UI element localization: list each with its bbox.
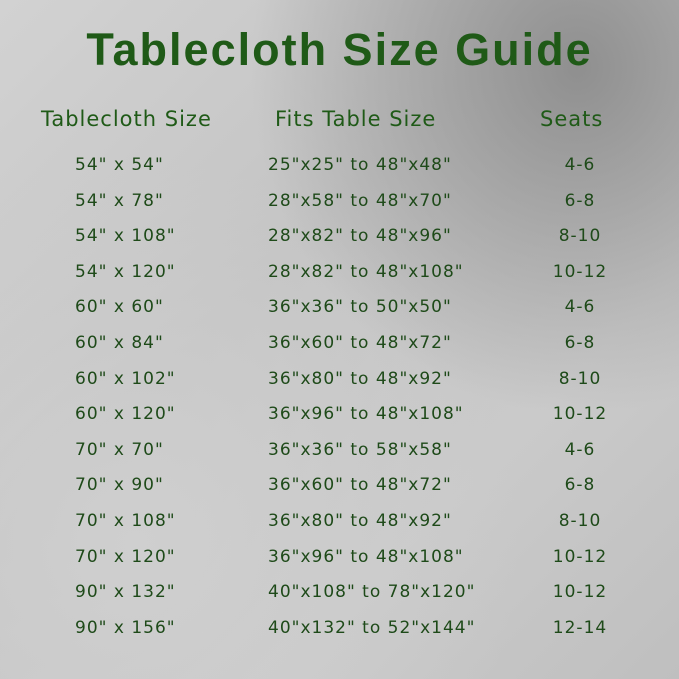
table-row: 70" x 70" 36"x36" to 58"x58" 4-6: [0, 440, 679, 470]
seats-cell: 8-10: [558, 368, 602, 389]
seats-cell: 10-12: [552, 261, 608, 282]
tablecloth-size-cell: 70" x 108": [75, 511, 176, 531]
table-row: 90" x 156" 40"x132" to 52"x144" 12-14: [0, 618, 679, 648]
seats-cell: 8-10: [558, 226, 602, 247]
tablecloth-size-cell: 60" x 84": [75, 333, 164, 353]
header-tablecloth-size: Tablecloth Size: [41, 107, 212, 131]
fits-table-size-cell: 28"x58" to 48"x70": [268, 190, 452, 211]
tablecloth-size-cell: 54" x 54": [75, 155, 164, 175]
table-row: 54" x 54" 25"x25" to 48"x48" 4-6: [0, 155, 679, 185]
fits-table-size-cell: 36"x36" to 58"x58": [268, 439, 452, 460]
table-row: 90" x 132" 40"x108" to 78"x120" 10-12: [0, 582, 679, 612]
fits-table-size-cell: 36"x60" to 48"x72": [268, 475, 452, 496]
tablecloth-size-cell: 54" x 108": [75, 226, 176, 247]
fits-table-size-cell: 40"x132" to 52"x144": [268, 617, 476, 638]
seats-cell: 10-12: [552, 404, 608, 425]
seats-cell: 10-12: [552, 582, 608, 603]
table-row: 54" x 120" 28"x82" to 48"x108" 10-12: [0, 262, 679, 292]
tablecloth-size-cell: 70" x 70": [75, 439, 164, 460]
tablecloth-size-cell: 54" x 120": [75, 261, 176, 282]
header-fits-table-size: Fits Table Size: [275, 107, 437, 131]
seats-cell: 4-6: [564, 297, 596, 318]
fits-table-size-cell: 25"x25" to 48"x48": [268, 155, 452, 175]
seats-cell: 8-10: [558, 511, 602, 531]
tablecloth-size-cell: 60" x 60": [75, 297, 164, 318]
fits-table-size-cell: 28"x82" to 48"x96": [268, 226, 452, 247]
table-row: 70" x 90" 36"x60" to 48"x72" 6-8: [0, 475, 679, 505]
seats-cell: 12-14: [552, 617, 608, 638]
seats-cell: 6-8: [564, 190, 596, 211]
fits-table-size-cell: 36"x96" to 48"x108": [268, 404, 464, 425]
fits-table-size-cell: 36"x80" to 48"x92": [268, 368, 452, 389]
tablecloth-size-cell: 70" x 90": [75, 475, 164, 496]
tablecloth-size-cell: 60" x 102": [75, 368, 176, 389]
seats-cell: 6-8: [564, 333, 596, 353]
page-title: Tablecloth Size Guide: [86, 24, 593, 75]
fits-table-size-cell: 36"x96" to 48"x108": [268, 546, 464, 567]
table-row: 60" x 84" 36"x60" to 48"x72" 6-8: [0, 333, 679, 363]
fits-table-size-cell: 28"x82" to 48"x108": [268, 261, 464, 282]
seats-cell: 6-8: [564, 475, 596, 496]
table-row: 60" x 102" 36"x80" to 48"x92" 8-10: [0, 369, 679, 399]
seats-cell: 4-6: [564, 439, 596, 460]
table-row: 60" x 120" 36"x96" to 48"x108" 10-12: [0, 404, 679, 434]
seats-cell: 10-12: [552, 546, 608, 567]
fits-table-size-cell: 36"x60" to 48"x72": [268, 333, 452, 353]
seats-cell: 4-6: [564, 155, 596, 175]
tablecloth-size-cell: 90" x 156": [75, 617, 176, 638]
fits-table-size-cell: 40"x108" to 78"x120": [268, 582, 476, 603]
table-row: 54" x 78" 28"x58" to 48"x70" 6-8: [0, 191, 679, 221]
tablecloth-size-cell: 54" x 78": [75, 190, 164, 211]
tablecloth-size-cell: 60" x 120": [75, 404, 176, 425]
table-row: 60" x 60" 36"x36" to 50"x50" 4-6: [0, 297, 679, 327]
tablecloth-size-cell: 70" x 120": [75, 546, 176, 567]
fits-table-size-cell: 36"x36" to 50"x50": [268, 297, 452, 318]
table-row: 54" x 108" 28"x82" to 48"x96" 8-10: [0, 226, 679, 256]
header-seats: Seats: [540, 107, 604, 131]
table-row: 70" x 108" 36"x80" to 48"x92" 8-10: [0, 511, 679, 541]
fits-table-size-cell: 36"x80" to 48"x92": [268, 511, 452, 531]
tablecloth-size-cell: 90" x 132": [75, 582, 176, 603]
table-row: 70" x 120" 36"x96" to 48"x108" 10-12: [0, 547, 679, 577]
